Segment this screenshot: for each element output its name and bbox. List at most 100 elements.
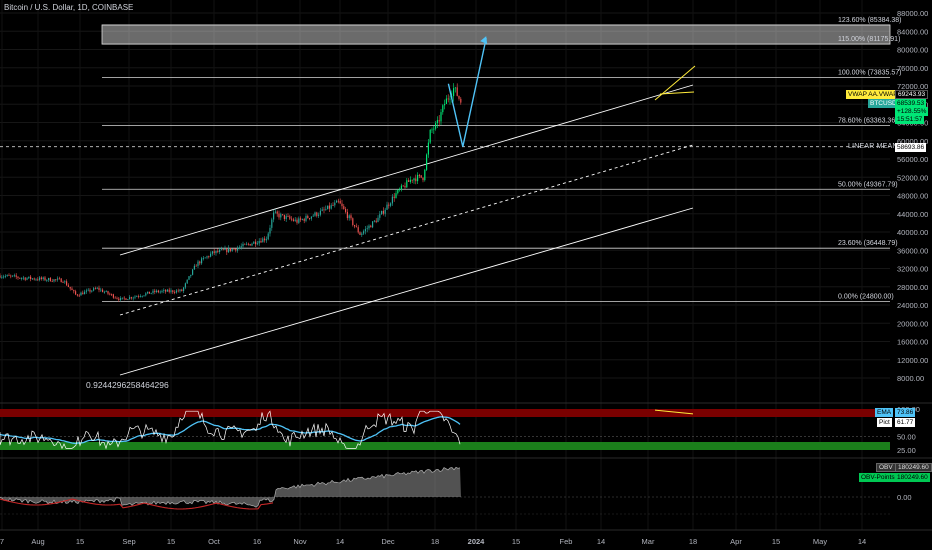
candle-body xyxy=(213,251,215,254)
candle-body xyxy=(292,219,294,221)
candle-body xyxy=(190,274,192,277)
candle-body xyxy=(118,298,120,301)
candle-body xyxy=(64,281,66,283)
candle-body xyxy=(8,275,10,276)
candle-body xyxy=(318,214,320,216)
candle-body xyxy=(411,179,413,181)
btcusd-change: +128.55% xyxy=(895,107,929,116)
candle-body xyxy=(165,290,167,292)
candle-body xyxy=(436,120,438,124)
candle-body xyxy=(370,225,372,228)
candle-body xyxy=(274,211,276,213)
candle-body xyxy=(174,292,176,294)
candle-body xyxy=(364,229,366,232)
candle-body xyxy=(229,248,231,251)
fib-label: 100.00% (73835.57) xyxy=(838,70,901,77)
candle-body xyxy=(282,214,284,216)
candle-body xyxy=(60,278,62,283)
y-tick-label: 20000.00 xyxy=(897,319,928,328)
candle-body xyxy=(368,225,370,229)
candle-body xyxy=(139,296,141,298)
candle-body xyxy=(105,291,107,292)
y-tick-label: 88000.00 xyxy=(897,9,928,18)
obv-area xyxy=(0,467,461,508)
candle-body xyxy=(453,88,455,97)
candle-body xyxy=(296,219,298,223)
candle-body xyxy=(350,215,352,219)
candle-body xyxy=(429,129,431,143)
candle-body xyxy=(123,297,125,299)
candle-body xyxy=(96,287,98,289)
y-tick-label: 48000.00 xyxy=(897,192,928,201)
rsi-tick-label: 25.00 xyxy=(897,446,916,455)
candle-body xyxy=(253,241,255,244)
candle-body xyxy=(445,98,447,104)
wedge-upper-line xyxy=(654,65,696,101)
candle-body xyxy=(134,296,136,298)
candle-body xyxy=(417,175,419,182)
candle-body xyxy=(328,205,330,209)
candle-body xyxy=(42,277,44,279)
x-tick-label: Nov xyxy=(293,537,307,546)
candle-body xyxy=(103,291,105,293)
candle-body xyxy=(424,169,426,181)
projection-arrowhead xyxy=(480,36,488,45)
candle-body xyxy=(283,214,285,219)
candle-body xyxy=(55,279,57,281)
rsi-ema-line xyxy=(0,416,461,445)
candle-body xyxy=(49,278,51,282)
candle-body xyxy=(15,275,17,277)
candle-body xyxy=(175,290,177,293)
candle-body xyxy=(433,128,435,130)
linear-mean-value: 58693.86 xyxy=(895,143,927,152)
x-tick-label: 2024 xyxy=(468,537,486,546)
candle-body xyxy=(431,129,433,131)
candle-body xyxy=(211,251,213,254)
obv-label: OBV xyxy=(876,463,896,472)
candle-body xyxy=(444,103,446,106)
candle-body xyxy=(305,215,307,221)
candle-body xyxy=(147,291,149,294)
candle-body xyxy=(132,297,134,299)
candle-body xyxy=(359,232,361,235)
candle-body xyxy=(46,280,48,281)
candle-body xyxy=(33,278,35,280)
candle-body xyxy=(435,123,437,129)
candle-body xyxy=(456,87,458,96)
candle-body xyxy=(395,193,397,198)
candle-body xyxy=(422,177,424,181)
candle-body xyxy=(271,219,273,228)
price-candles xyxy=(0,83,462,302)
candle-body xyxy=(442,105,444,113)
candle-body xyxy=(307,215,309,219)
candle-body xyxy=(28,276,30,279)
fib-label: 23.60% (36448.79) xyxy=(838,240,898,247)
candle-body xyxy=(361,233,363,235)
candle-body xyxy=(222,249,224,251)
projection-path xyxy=(447,37,487,147)
candle-body xyxy=(116,297,118,299)
candle-body xyxy=(294,219,296,221)
candle-body xyxy=(339,201,341,204)
candle-body xyxy=(345,208,347,212)
candle-body xyxy=(13,275,15,277)
x-tick-label: Oct xyxy=(208,537,221,546)
candle-body xyxy=(186,279,188,284)
symbol-title: Bitcoin / U.S. Dollar, 1D, COINBASE xyxy=(4,3,134,12)
candle-body xyxy=(426,154,428,170)
candle-body xyxy=(22,277,24,279)
y-tick-label: 28000.00 xyxy=(897,283,928,292)
candle-body xyxy=(125,298,127,300)
candle-body xyxy=(152,290,154,293)
candle-body xyxy=(215,250,217,254)
candle-body xyxy=(3,276,5,278)
candle-body xyxy=(58,278,60,280)
candle-body xyxy=(388,204,390,206)
vwap-value: 69243.93 xyxy=(895,90,929,99)
candle-body xyxy=(154,290,156,293)
candle-body xyxy=(168,289,170,292)
candle-body xyxy=(375,220,377,223)
candle-body xyxy=(170,290,172,292)
candle-body xyxy=(406,180,408,188)
